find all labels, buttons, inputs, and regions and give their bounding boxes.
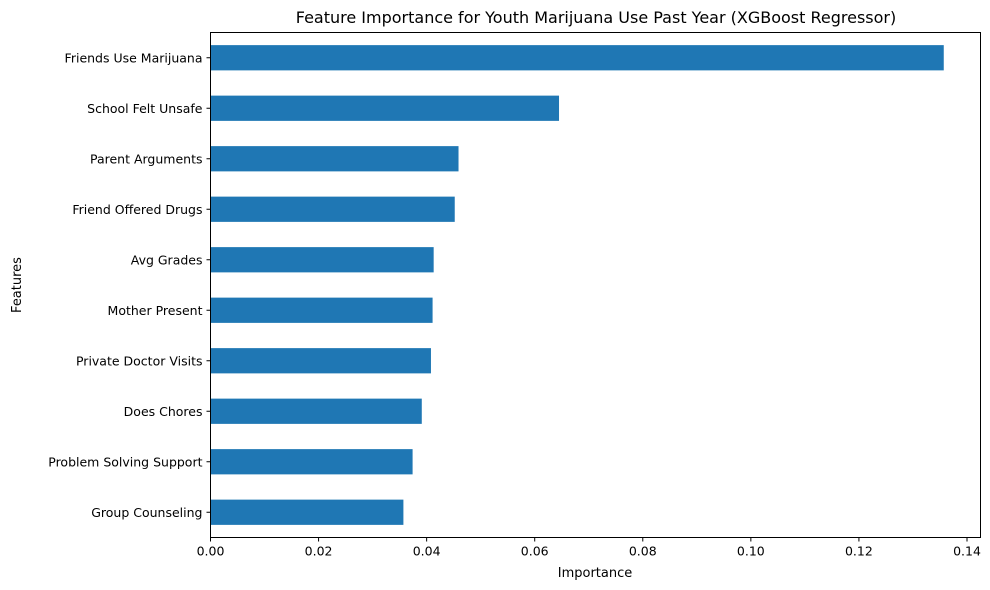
x-tick-label: 0.04 [413, 544, 441, 559]
y-tick-label: Mother Present [108, 303, 203, 318]
x-tick-label: 0.02 [305, 544, 333, 559]
bar [210, 348, 431, 374]
bar [210, 398, 422, 424]
y-tick-labels: Friends Use Marijuana School Felt Unsafe P… [48, 50, 211, 520]
y-tick-label: Friends Use Marijuana [65, 50, 203, 65]
x-ticks: 0.00 0.02 0.04 0.06 0.08 0.10 0.12 0.14 [197, 537, 981, 559]
y-tick-label: Friend Offered Drugs [72, 202, 202, 217]
y-axis-label: Features [10, 257, 25, 313]
x-tick-label: 0.08 [629, 544, 657, 559]
x-tick-label: 0.06 [521, 544, 549, 559]
x-tick-label: 0.12 [845, 544, 873, 559]
y-tick-label: School Felt Unsafe [87, 101, 203, 116]
bar [210, 499, 404, 525]
x-tick-label: 0.10 [737, 544, 765, 559]
bar [210, 196, 455, 222]
bar [210, 247, 434, 273]
y-tick-label: Group Counseling [91, 505, 202, 520]
y-tick-label: Private Doctor Visits [76, 353, 203, 368]
y-tick-label: Does Chores [124, 404, 203, 419]
y-tick-label: Problem Solving Support [48, 454, 202, 469]
y-tick-label: Parent Arguments [90, 151, 203, 166]
bar [210, 45, 944, 71]
bar [210, 449, 413, 475]
y-tick-label: Avg Grades [131, 252, 203, 267]
chart-title: Feature Importance for Youth Marijuana U… [296, 8, 897, 27]
bars-group [210, 45, 944, 525]
x-axis-label: Importance [558, 566, 633, 581]
bar [210, 95, 560, 121]
x-tick-label: 0.00 [197, 544, 225, 559]
x-tick-label: 0.14 [953, 544, 981, 559]
bar [210, 146, 459, 172]
plot-frame [210, 32, 981, 538]
bar [210, 297, 433, 323]
